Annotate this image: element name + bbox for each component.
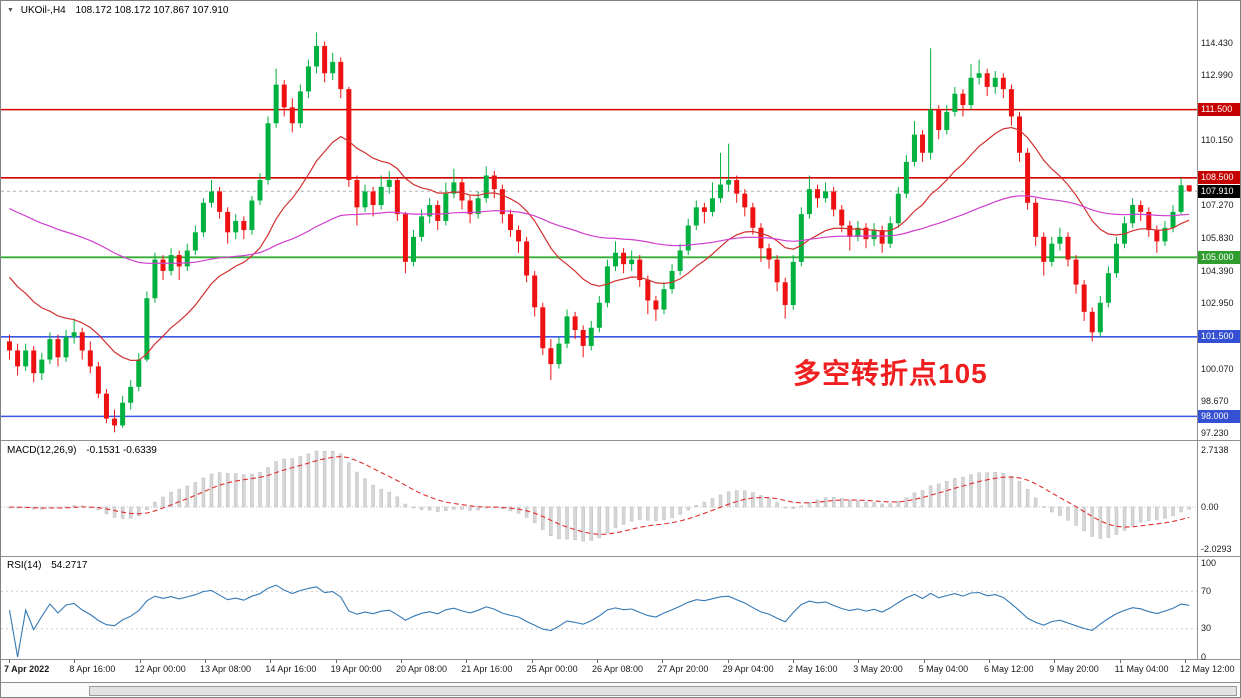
price-axis-label: 110.150	[1201, 134, 1233, 145]
panel-separator-time	[1, 659, 1240, 660]
price-axis-label: 97.230	[1201, 428, 1229, 439]
level-lines-layer	[1, 108, 1197, 418]
price-axis-label: 104.390	[1201, 265, 1234, 276]
time-axis[interactable]	[1, 660, 1240, 682]
time-axis-tick	[9, 660, 10, 663]
rsi-axis-label: 0	[1201, 651, 1207, 662]
time-axis-tick	[792, 660, 794, 663]
chart-annotation-text[interactable]: 多空转折点105	[793, 358, 988, 389]
macd-header: MACD(12,26,9) -0.1531 -0.6339	[7, 445, 157, 456]
time-axis-tick	[858, 660, 860, 663]
time-axis-label: 9 May 20:00	[1049, 664, 1099, 674]
time-axis-tick	[662, 660, 664, 663]
panel-separator-macd[interactable]	[1, 440, 1240, 441]
ma-slow-magenta[interactable]	[9, 195, 1190, 265]
time-axis-tick	[1184, 660, 1186, 663]
rsi-value: 54.2717	[51, 560, 88, 571]
macd-axis-label: 0.00	[1201, 501, 1219, 512]
macd-title: MACD(12,26,9)	[7, 445, 77, 456]
time-axis-label: 14 Apr 16:00	[265, 664, 317, 674]
rsi-title: RSI(14)	[7, 560, 42, 571]
price-axis-label: 114.430	[1201, 37, 1233, 48]
time-axis-label: 27 Apr 20:00	[657, 664, 709, 674]
scrollbar-thumb[interactable]	[89, 686, 1237, 696]
time-axis-label: 3 May 20:00	[853, 664, 903, 674]
panel-separator-rsi[interactable]	[1, 556, 1240, 557]
time-axis-tick	[139, 660, 141, 663]
time-axis-tick	[74, 660, 76, 663]
price-axis-label: 112.990	[1201, 70, 1233, 81]
time-axis-label: 11 May 04:00	[1114, 664, 1169, 674]
chart-title-bar: ▼ UKOil-,H4 108.172 108.172 107.867 107.…	[7, 5, 228, 16]
ohlc-readout: 108.172 108.172 107.867 107.910	[75, 5, 229, 16]
time-axis-label: 7 Apr 2022	[4, 664, 50, 674]
axis-separator-line	[1197, 1, 1198, 660]
time-axis-tick	[531, 660, 533, 663]
time-axis-tick	[988, 660, 990, 663]
rsi-axis-label: 70	[1201, 585, 1212, 596]
macd-histogram	[7, 450, 1191, 542]
time-axis-label: 20 Apr 08:00	[395, 664, 448, 674]
macd-panel-canvas[interactable]	[1, 442, 1197, 555]
time-axis-tick	[1119, 660, 1121, 663]
price-axis-label: 105.830	[1201, 232, 1234, 243]
time-axis-tick	[466, 660, 468, 663]
rsi-header: RSI(14) 54.2717	[7, 560, 87, 571]
price-axis-label: 107.270	[1201, 200, 1234, 211]
current-price-badge: 107.910	[1198, 184, 1240, 198]
price-axis-label: 102.950	[1201, 298, 1234, 309]
time-axis-label: 12 Apr 00:00	[134, 664, 186, 674]
time-axis-label: 8 Apr 16:00	[69, 664, 116, 674]
price-level-badge: 111.500	[1198, 103, 1240, 117]
time-axis-label: 6 May 12:00	[983, 664, 1034, 674]
time-axis-tick	[1054, 660, 1056, 663]
rsi-panel-canvas[interactable]	[1, 557, 1197, 658]
time-axis-tick	[596, 660, 598, 663]
time-axis-tick	[270, 660, 272, 663]
time-axis-label: 5 May 04:00	[918, 664, 969, 674]
macd-signal-line	[9, 456, 1190, 535]
time-axis-label: 29 Apr 04:00	[722, 664, 774, 674]
time-axis-label: 2 May 16:00	[787, 664, 838, 674]
time-axis-tick	[400, 660, 402, 663]
time-axis-label: 13 Apr 08:00	[199, 664, 252, 674]
candles-layer	[7, 32, 1192, 433]
price-level-badge: 101.500	[1198, 330, 1240, 344]
time-axis-tick	[335, 660, 337, 663]
time-axis-label: 21 Apr 16:00	[461, 664, 513, 674]
rsi-line	[8, 584, 1190, 658]
time-axis-tick	[923, 660, 925, 663]
price-axis-label: 98.670	[1201, 395, 1229, 406]
time-axis-label: 12 May 12:00	[1179, 664, 1235, 674]
ma-fast-red[interactable]	[9, 126, 1190, 362]
macd-axis-label: -2.0293	[1201, 544, 1232, 555]
symbol-period-label: UKOil-,H4	[20, 5, 66, 16]
price-level-badge: 98.000	[1198, 409, 1240, 423]
collapse-icon[interactable]: ▼	[7, 7, 14, 14]
time-axis-label: 19 Apr 00:00	[330, 664, 382, 674]
horizontal-scrollbar[interactable]	[1, 682, 1240, 697]
price-axis-label: 100.070	[1201, 363, 1234, 374]
macd-axis-label: 2.7138	[1201, 444, 1229, 455]
time-axis-tick	[727, 660, 729, 663]
rsi-axis-label: 100	[1201, 557, 1217, 568]
time-axis-label: 25 Apr 00:00	[526, 664, 578, 674]
macd-values: -0.1531 -0.6339	[86, 445, 157, 456]
main-chart-canvas[interactable]	[1, 1, 1197, 440]
price-level-badge: 108.500	[1198, 171, 1240, 185]
rsi-axis-label: 30	[1201, 623, 1212, 634]
time-axis-label: 26 Apr 08:00	[591, 664, 644, 674]
time-axis-tick	[204, 660, 206, 663]
price-level-badge: 105.000	[1198, 250, 1240, 264]
